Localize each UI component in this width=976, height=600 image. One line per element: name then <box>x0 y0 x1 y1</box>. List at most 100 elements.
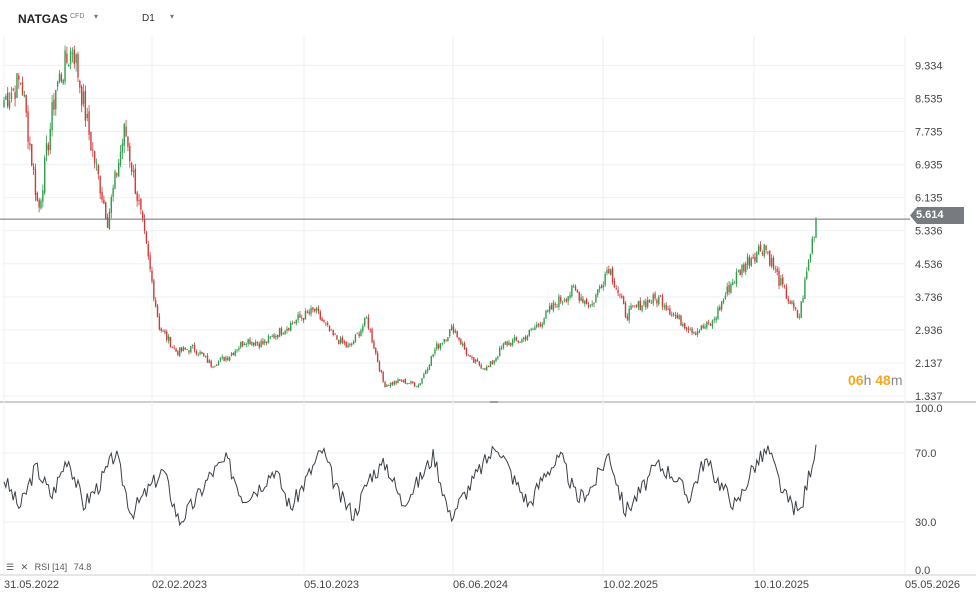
candle-body <box>93 151 96 163</box>
candle-body <box>489 361 492 368</box>
candle-body <box>134 168 137 194</box>
candle-body <box>700 325 703 331</box>
candle-body <box>149 255 151 270</box>
candle-body <box>140 198 142 210</box>
price-tick-label: 7.735 <box>915 127 943 139</box>
candle-body <box>338 339 340 344</box>
candle-body <box>804 279 806 299</box>
candle-body <box>450 325 453 331</box>
candle-body <box>73 49 75 64</box>
candle-body <box>365 317 368 319</box>
candle-body <box>341 338 344 343</box>
candle-body <box>545 310 547 319</box>
candle-body <box>780 278 782 285</box>
candle-body <box>783 286 786 287</box>
candle-body <box>669 308 671 315</box>
symbol-name[interactable]: NATGAS <box>18 12 68 26</box>
time-tick-label: 31.05.2022 <box>4 579 59 591</box>
candle-body <box>802 298 804 303</box>
candle-body <box>184 347 186 350</box>
candle-body <box>5 95 7 101</box>
candle-body <box>136 192 138 201</box>
candle-body <box>269 336 272 338</box>
candle-body <box>770 258 773 267</box>
candle-body <box>719 307 721 310</box>
candle-body <box>121 143 124 153</box>
candle-body <box>513 337 516 341</box>
candle-body <box>476 359 479 362</box>
price-tick-label: 9.334 <box>915 60 943 72</box>
candle-body <box>602 285 604 288</box>
candle-body <box>343 341 346 343</box>
candle-body <box>558 296 560 307</box>
symbol-dropdown-icon[interactable]: ▾ <box>94 12 99 21</box>
candle-body <box>25 94 27 113</box>
timeframe-dropdown-icon[interactable]: ▾ <box>170 12 175 21</box>
candle-body <box>236 350 238 352</box>
candle-body <box>580 297 582 302</box>
candle-body <box>511 340 514 345</box>
timer-hours: 06 <box>848 372 864 388</box>
candle-body <box>711 320 714 327</box>
timeframe-label[interactable]: D1 <box>142 13 155 24</box>
candle-body <box>526 335 529 340</box>
candle-body <box>578 292 580 301</box>
candle-body <box>432 354 434 357</box>
candle-body <box>312 307 314 310</box>
candle-body <box>245 344 248 346</box>
pane-resize-handle <box>490 401 498 403</box>
candle-body <box>515 337 518 341</box>
candle-body <box>737 270 740 272</box>
candle-body <box>643 300 645 305</box>
candle-body <box>600 285 603 289</box>
candle-body <box>495 358 497 362</box>
candle-body <box>40 200 42 209</box>
candle-body <box>458 337 460 340</box>
candle-body <box>228 356 231 361</box>
time-tick-label: 02.02.2023 <box>152 579 207 591</box>
candle-body <box>465 348 468 355</box>
candle-body <box>724 295 727 299</box>
candle-body <box>691 328 693 334</box>
candle-body <box>328 325 331 332</box>
close-icon[interactable]: ✕ <box>20 562 29 572</box>
candle-body <box>706 321 708 328</box>
candle-body <box>232 353 235 356</box>
candle-body <box>371 329 373 343</box>
candle-body <box>534 327 536 330</box>
candle-body <box>286 328 288 331</box>
candle-body <box>56 81 59 87</box>
candle-body <box>561 301 564 303</box>
candle-body <box>195 351 198 354</box>
candle-body <box>757 246 760 255</box>
candle-body <box>214 365 216 367</box>
candle-body <box>672 313 675 315</box>
candle-body <box>386 385 388 387</box>
candle-body <box>391 382 394 385</box>
list-icon[interactable]: ☰ <box>6 562 15 572</box>
candle-body <box>800 301 802 318</box>
rsi-line <box>3 444 817 527</box>
candle-body <box>380 370 383 372</box>
candle-body <box>732 282 734 286</box>
candle-body <box>347 344 349 348</box>
candle-body <box>743 264 745 272</box>
candle-body <box>587 305 590 307</box>
candle-body <box>47 144 50 151</box>
candle-body <box>641 305 643 311</box>
candle-body <box>319 311 321 320</box>
candle-body <box>528 329 531 336</box>
price-tick-label: 3.736 <box>915 292 943 304</box>
candle-body <box>584 300 586 304</box>
candle-body <box>628 308 630 321</box>
candle-body <box>53 99 55 110</box>
candle-body <box>177 351 179 356</box>
candle-body <box>363 317 366 326</box>
chart-toolbar: NATGAS CFD ▾ D1 ▾ <box>0 0 976 36</box>
candle-body <box>550 304 553 310</box>
candle-body <box>621 295 623 298</box>
candle-body <box>506 341 508 346</box>
candle-body <box>153 280 155 300</box>
candle-body <box>199 352 201 355</box>
